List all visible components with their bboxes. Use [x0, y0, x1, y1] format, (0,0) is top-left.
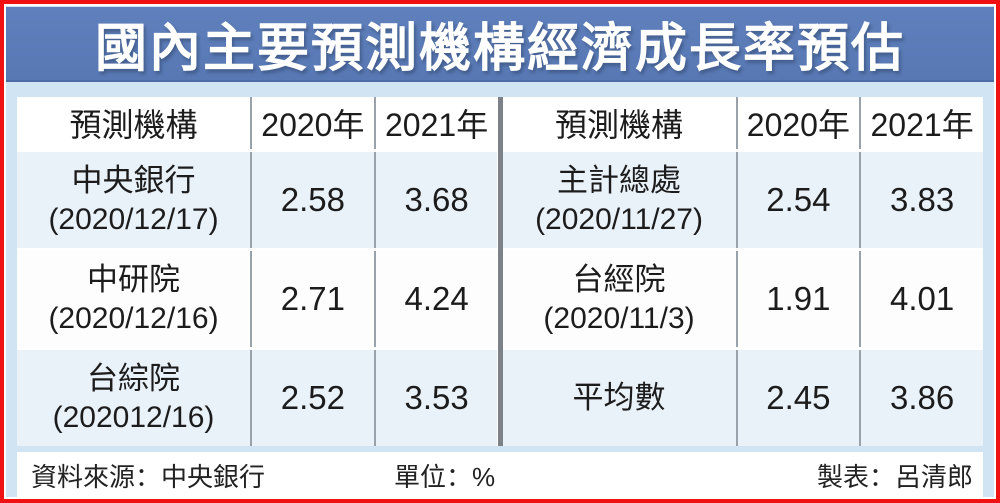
cell-institution: 中央銀行 (2020/12/17)	[17, 152, 251, 248]
cell-institution: 平均數	[502, 350, 736, 446]
title-bar: 國內主要預測機構經濟成長率預估	[6, 7, 994, 82]
cell-value-2021: 3.86	[859, 350, 983, 446]
cell-value-2020: 2.71	[250, 251, 374, 347]
institution-name: 主計總處	[557, 163, 682, 198]
institution-name: 平均數	[572, 380, 666, 415]
cell-institution: 中研院 (2020/12/16)	[17, 251, 251, 347]
footer-bar: 資料來源：中央銀行 單位：% 製表：呂清郎	[17, 452, 983, 498]
institution-name: 台經院	[572, 262, 666, 297]
institution-name: 中央銀行	[71, 163, 196, 198]
cell-value-2021: 4.01	[859, 251, 983, 347]
forecast-date: (2020/12/16)	[48, 302, 219, 335]
header-cell-institution: 預測機構	[17, 97, 251, 149]
cell-institution: 主計總處 (2020/11/27)	[502, 152, 736, 248]
cell-value-2021: 4.24	[373, 251, 498, 347]
unit-label: 單位：%	[394, 461, 496, 492]
forecast-table-left: 預測機構 2020年 2021年 中央銀行 (2020/12/17) 2.58 …	[17, 97, 498, 446]
forecast-table-right: 預測機構 2020年 2021年 主計總處 (2020/11/27) 2.54 …	[502, 97, 983, 446]
table-area: 預測機構 2020年 2021年 中央銀行 (2020/12/17) 2.58 …	[4, 97, 996, 446]
header-cell-2021: 2021年	[373, 97, 498, 149]
center-divider	[497, 97, 503, 446]
header-cell-2020: 2020年	[250, 97, 374, 149]
header-cell-2020: 2020年	[735, 97, 860, 149]
page-title: 國內主要預測機構經濟成長率預估	[94, 20, 905, 78]
institution-name: 台綜院	[87, 361, 181, 396]
cell-value-2020: 2.58	[250, 152, 374, 248]
cell-institution: 台綜院 (202012/16)	[17, 350, 251, 446]
cell-value-2021: 3.68	[373, 152, 498, 248]
cell-value-2021: 3.53	[373, 350, 498, 446]
cell-institution: 台經院 (2020/11/3)	[502, 251, 736, 347]
forecast-date: (2020/12/17)	[48, 203, 219, 236]
cell-value-2020: 2.54	[735, 152, 860, 248]
forecast-date: (2020/11/27)	[535, 203, 703, 236]
institution-name: 中研院	[87, 262, 181, 297]
data-source-label: 資料來源：中央銀行	[31, 461, 266, 492]
cell-value-2020: 2.45	[735, 350, 860, 446]
forecast-tables: 預測機構 2020年 2021年 中央銀行 (2020/12/17) 2.58 …	[17, 97, 983, 446]
cell-value-2020: 1.91	[735, 251, 860, 347]
forecast-date: (202012/16)	[52, 401, 215, 434]
cell-value-2021: 3.83	[859, 152, 983, 248]
cell-value-2020: 2.52	[250, 350, 374, 446]
credit-label: 製表：呂清郎	[816, 461, 973, 492]
header-cell-2021: 2021年	[859, 97, 983, 149]
header-cell-institution: 預測機構	[502, 97, 736, 149]
forecast-date: (2020/11/3)	[543, 302, 695, 335]
